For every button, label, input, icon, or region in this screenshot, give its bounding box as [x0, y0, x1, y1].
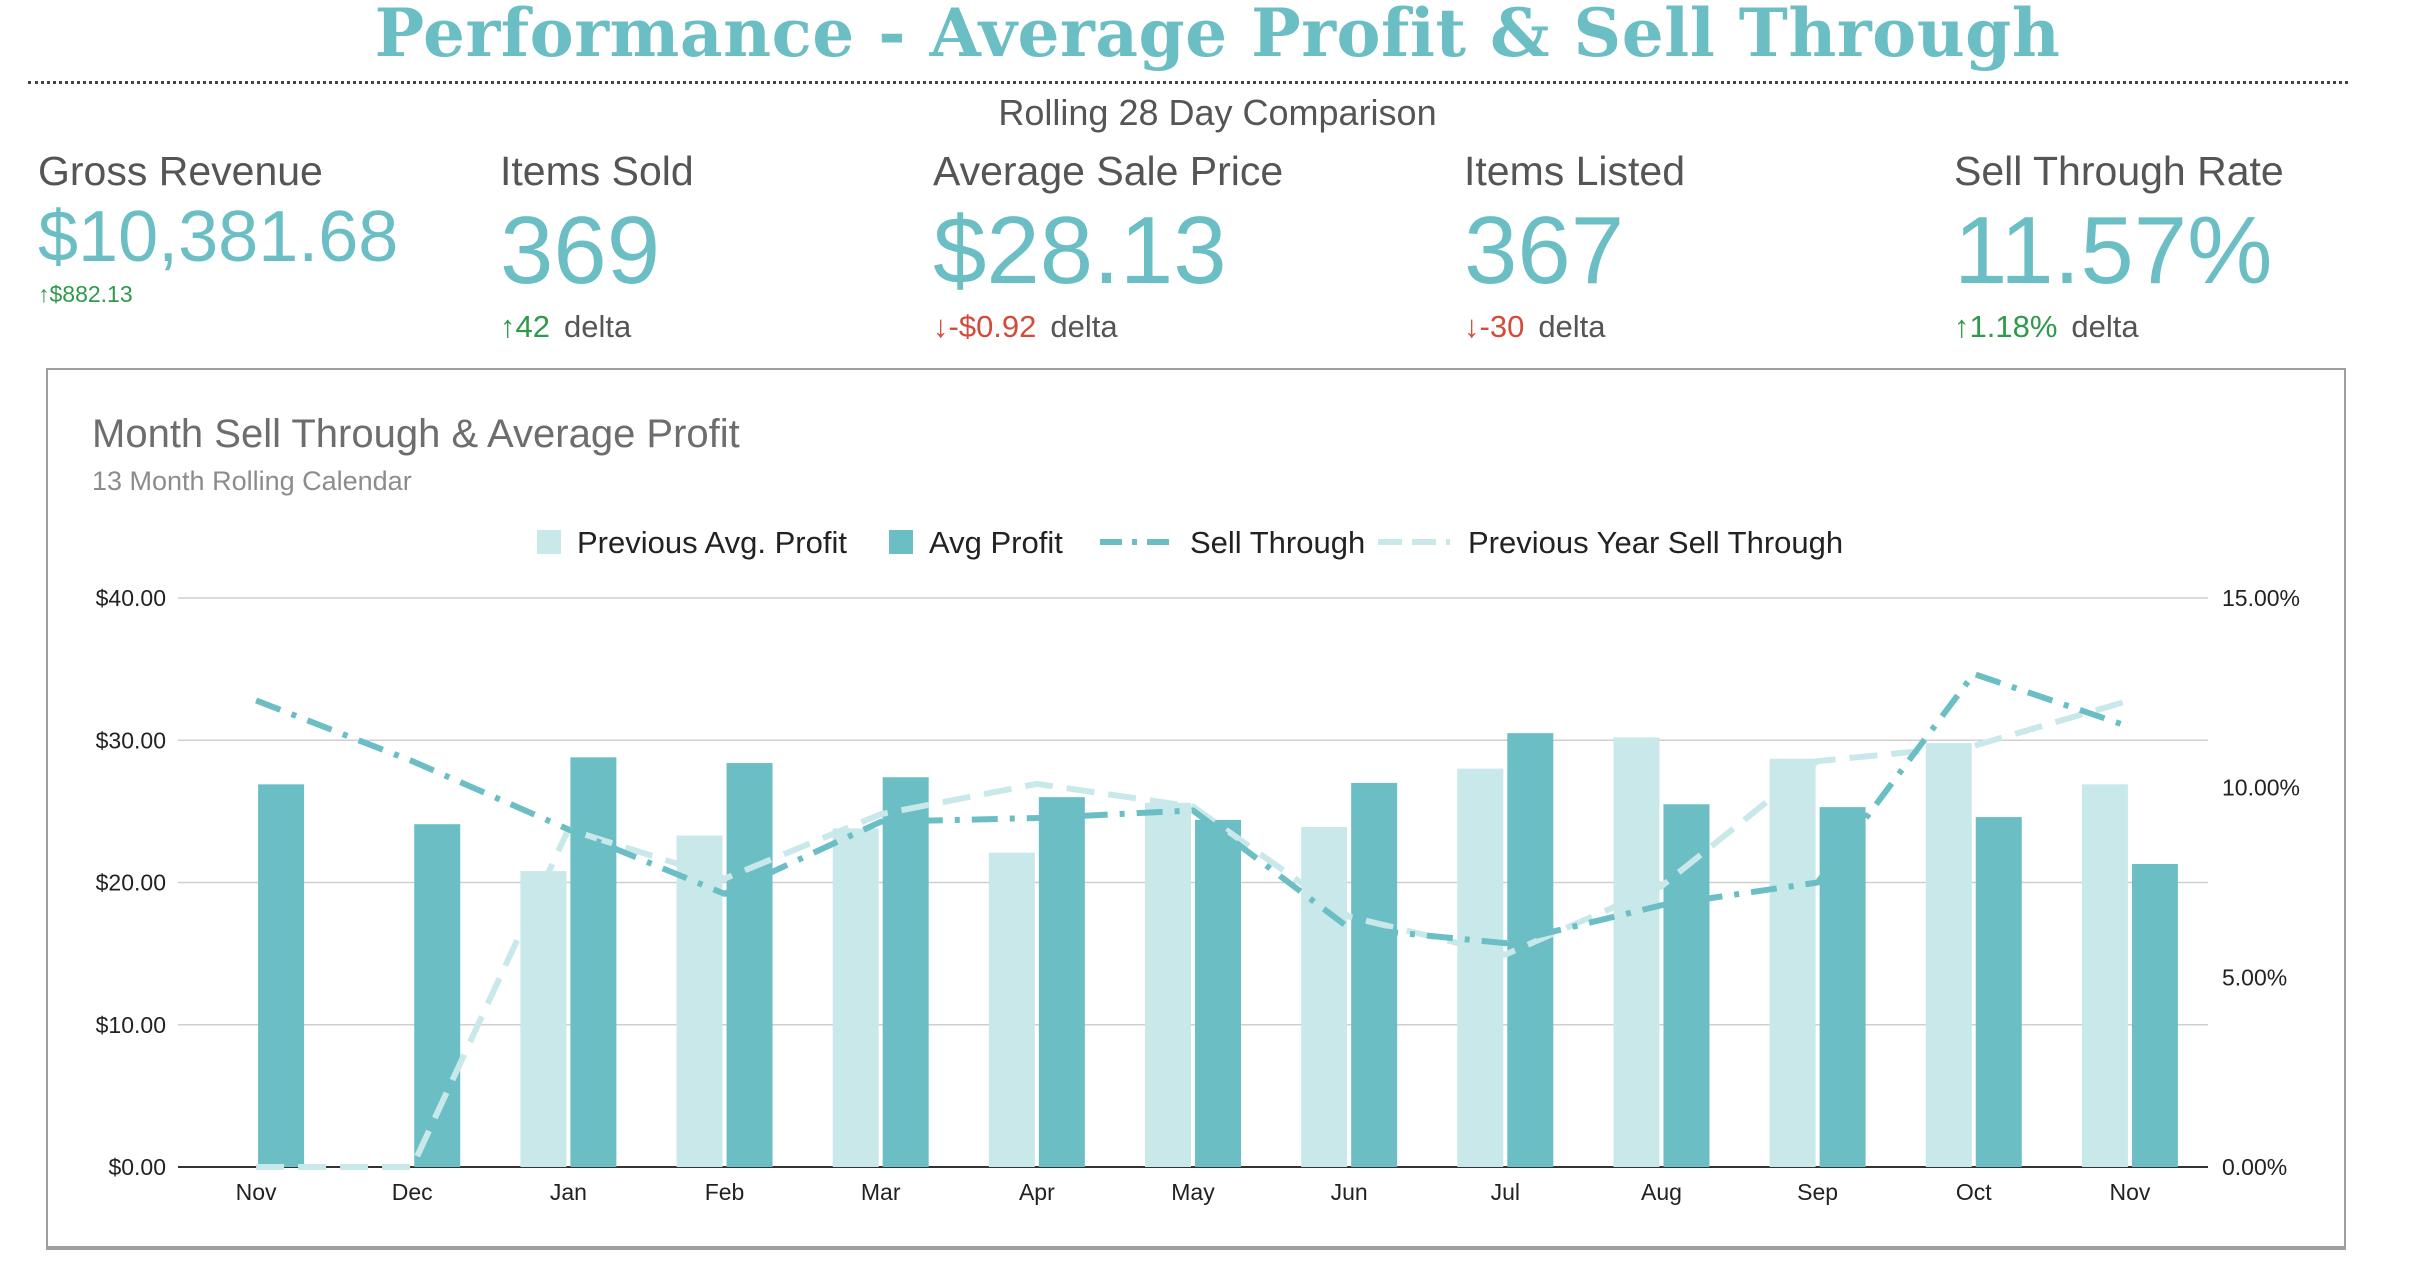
left-axis-tick-label: $30.00: [96, 727, 166, 753]
kpi-items-listed: Items Listed 367 ↓-30 delta: [1464, 148, 1685, 345]
bar-avg-profit: [1507, 733, 1554, 1167]
kpi-label: Average Sale Price: [933, 148, 1284, 194]
kpi-label: Items Listed: [1464, 148, 1686, 194]
kpi-label: Gross Revenue: [38, 148, 323, 194]
legend-previous-avg-profit-label: Previous Avg. Profit: [577, 525, 847, 560]
x-axis-tick-label: Aug: [1641, 1179, 1682, 1205]
chart-subtitle: 13 Month Rolling Calendar: [92, 466, 412, 496]
kpi-delta: ↑1.18% delta: [1954, 309, 2284, 345]
kpi-label: Items Sold: [500, 148, 694, 194]
bar-avg-profit: [1663, 804, 1710, 1167]
bar-previous-avg-profit: [1301, 827, 1348, 1167]
kpi-value: 369: [500, 197, 661, 304]
kpi-delta-value: -$0.92: [948, 309, 1037, 344]
kpi-value: $28.13: [933, 197, 1227, 304]
bar-previous-avg-profit: [832, 828, 879, 1167]
left-axis-tick-label: $40.00: [96, 585, 166, 611]
x-axis-tick-label: Sep: [1797, 1179, 1838, 1205]
bar-previous-avg-profit: [2081, 784, 2128, 1167]
left-axis-tick-label: $20.00: [96, 870, 166, 896]
x-axis-tick-label: Feb: [705, 1179, 745, 1205]
x-axis-tick-label: May: [1171, 1179, 1215, 1205]
line-sell-through: [254, 670, 2131, 947]
kpi-gross-revenue: Gross Revenue $10,381.68 ↑$882.13: [38, 148, 398, 308]
right-axis-tick-label: 15.00%: [2222, 585, 2300, 611]
x-axis-tick-label: Jun: [1331, 1179, 1368, 1205]
legend-previous-year-sell-through-label: Previous Year Sell Through: [1468, 525, 1843, 560]
kpi-delta-word: delta: [2071, 309, 2139, 344]
bar-previous-avg-profit: [988, 852, 1035, 1167]
bar-avg-profit: [1038, 797, 1085, 1167]
arrow-up-icon: ↑: [500, 309, 516, 344]
x-axis-tick-label: Jul: [1491, 1179, 1520, 1205]
title-divider: [28, 81, 2348, 84]
bar-avg-profit: [2131, 864, 2178, 1167]
kpi-delta: ↓-30 delta: [1464, 309, 1685, 345]
page-title: Performance - Average Profit & Sell Thro…: [374, 0, 2061, 72]
bar-previous-avg-profit: [1925, 743, 1972, 1167]
bar-previous-avg-profit: [1769, 758, 1816, 1167]
kpi-sell-through-rate: Sell Through Rate 11.57% ↑1.18% delta: [1954, 148, 2284, 345]
bar-avg-profit: [1819, 807, 1866, 1167]
kpi-delta-word: delta: [1050, 309, 1118, 344]
legend-avg-profit-label: Avg Profit: [929, 525, 1063, 560]
left-axis-tick-label: $0.00: [108, 1154, 166, 1180]
bar-avg-profit: [726, 763, 773, 1167]
bar-avg-profit: [1351, 782, 1398, 1167]
right-axis-tick-label: 5.00%: [2222, 964, 2287, 990]
kpi-delta-word: delta: [563, 309, 632, 344]
kpi-delta-value: $882.13: [49, 281, 133, 307]
panel-divider: [46, 1248, 2346, 1250]
kpi-value: 11.57%: [1954, 197, 2273, 304]
x-axis-tick-label: Apr: [1019, 1179, 1055, 1205]
x-axis-tick-label: Nov: [2109, 1179, 2150, 1205]
chart-panel: [46, 368, 2346, 1248]
arrow-down-icon: ↓: [1464, 309, 1480, 344]
legend-sell-through-label: Sell Through: [1190, 525, 1365, 560]
kpi-items-sold: Items Sold 369 ↑42 delta: [500, 148, 694, 345]
x-axis-tick-label: Oct: [1956, 1179, 1992, 1205]
kpi-average-sale-price: Average Sale Price $28.13 ↓-$0.92 delta: [933, 148, 1283, 345]
right-axis-tick-label: 0.00%: [2222, 1154, 2287, 1180]
kpi-delta-value: 42: [515, 309, 550, 344]
arrow-up-icon: ↑: [38, 281, 50, 307]
bar-previous-avg-profit: [1457, 768, 1504, 1167]
kpi-delta-value: -30: [1479, 309, 1525, 344]
bar-avg-profit: [1195, 819, 1241, 1167]
kpi-label: Sell Through Rate: [1954, 148, 2284, 194]
bar-previous-avg-profit: [1613, 737, 1660, 1167]
legend-previous-avg-profit-swatch: [537, 530, 561, 554]
arrow-up-icon: ↑: [1954, 309, 1970, 344]
kpi-delta-value: 1.18%: [1969, 309, 2058, 344]
arrow-down-icon: ↓: [933, 309, 949, 344]
x-axis-tick-label: Mar: [861, 1179, 901, 1205]
legend-avg-profit-swatch: [889, 530, 913, 554]
kpi-value: $10,381.68: [38, 197, 399, 277]
chart-title: Month Sell Through & Average Profit: [92, 412, 740, 456]
page-subtitle: Rolling 28 Day Comparison: [998, 92, 1437, 133]
bar-avg-profit: [882, 777, 929, 1167]
bar-previous-avg-profit: [1145, 802, 1191, 1167]
kpi-delta: ↑42 delta: [500, 309, 694, 345]
x-axis-tick-label: Dec: [392, 1179, 433, 1205]
bar-avg-profit: [570, 757, 617, 1167]
x-axis-tick-label: Nov: [236, 1179, 277, 1205]
kpi-delta: ↓-$0.92 delta: [933, 309, 1283, 345]
kpi-delta: ↑$882.13: [38, 281, 398, 308]
left-axis-tick-label: $10.00: [96, 1012, 166, 1038]
x-axis-tick-label: Jan: [550, 1179, 587, 1205]
bar-avg-profit: [258, 784, 305, 1167]
bar-avg-profit: [1975, 817, 2022, 1167]
right-axis-tick-label: 10.00%: [2222, 775, 2300, 801]
kpi-value: 367: [1464, 197, 1625, 304]
kpi-delta-word: delta: [1538, 309, 1606, 344]
